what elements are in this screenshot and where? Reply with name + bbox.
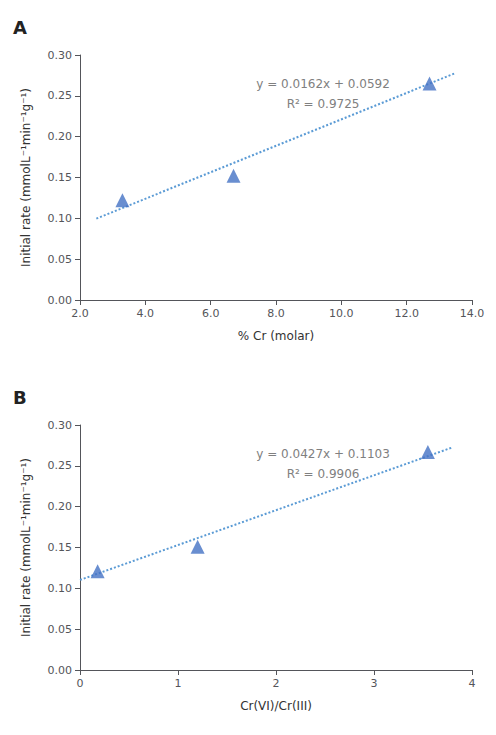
svg-text:4.0: 4.0 <box>137 307 155 320</box>
svg-text:Initial rate (mmolL⁻¹min⁻¹g⁻¹): Initial rate (mmolL⁻¹min⁻¹g⁻¹) <box>19 88 33 267</box>
svg-text:Cr(VI)/Cr(III): Cr(VI)/Cr(III) <box>240 699 312 713</box>
svg-text:% Cr (molar): % Cr (molar) <box>238 329 314 343</box>
svg-text:R² = 0.9906: R² = 0.9906 <box>287 467 360 481</box>
svg-text:0.20: 0.20 <box>48 500 73 513</box>
svg-text:0.05: 0.05 <box>48 623 73 636</box>
svg-text:0.05: 0.05 <box>48 253 73 266</box>
svg-text:0.15: 0.15 <box>48 171 73 184</box>
svg-text:B: B <box>13 387 27 408</box>
svg-text:14.0: 14.0 <box>460 307 485 320</box>
svg-text:0: 0 <box>77 677 84 690</box>
svg-text:0.15: 0.15 <box>48 541 73 554</box>
svg-text:1: 1 <box>175 677 182 690</box>
svg-text:0.30: 0.30 <box>48 419 73 432</box>
svg-text:0.00: 0.00 <box>48 664 73 677</box>
svg-text:0.25: 0.25 <box>48 459 73 472</box>
svg-text:12.0: 12.0 <box>394 307 419 320</box>
svg-text:2.0: 2.0 <box>71 307 89 320</box>
svg-text:A: A <box>13 17 27 38</box>
svg-text:R² = 0.9725: R² = 0.9725 <box>287 97 360 111</box>
svg-text:0.20: 0.20 <box>48 130 73 143</box>
svg-text:10.0: 10.0 <box>329 307 354 320</box>
svg-text:6.0: 6.0 <box>202 307 220 320</box>
svg-text:y = 0.0162x + 0.0592: y = 0.0162x + 0.0592 <box>256 77 390 91</box>
svg-text:Initial rate (mmolL⁻¹min⁻¹g⁻¹): Initial rate (mmolL⁻¹min⁻¹g⁻¹) <box>19 458 33 637</box>
svg-text:8.0: 8.0 <box>267 307 285 320</box>
svg-text:2: 2 <box>273 677 280 690</box>
svg-text:0.25: 0.25 <box>48 89 73 102</box>
svg-text:y = 0.0427x + 0.1103: y = 0.0427x + 0.1103 <box>256 447 390 461</box>
svg-text:0.10: 0.10 <box>48 212 73 225</box>
svg-text:0.00: 0.00 <box>48 294 73 307</box>
svg-text:0.30: 0.30 <box>48 49 73 62</box>
svg-text:3: 3 <box>371 677 378 690</box>
svg-text:4: 4 <box>469 677 476 690</box>
svg-text:0.10: 0.10 <box>48 582 73 595</box>
